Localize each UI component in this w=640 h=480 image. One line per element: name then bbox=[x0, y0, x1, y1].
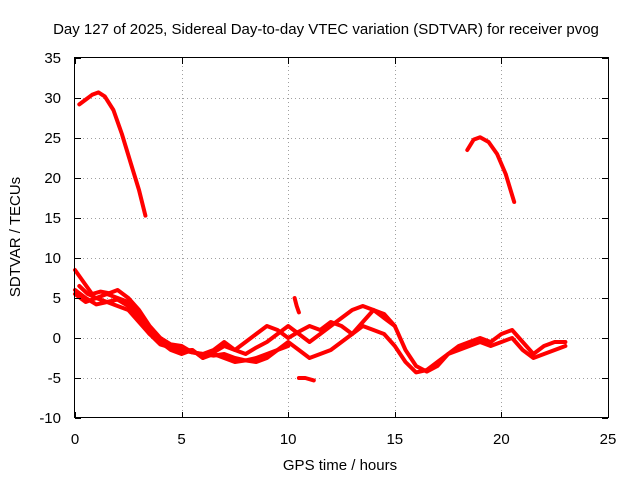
series-fragment-11h bbox=[296, 376, 316, 383]
series-trace-d bbox=[77, 284, 568, 374]
y-tick-label: 10 bbox=[44, 250, 61, 267]
y-tick-label: 5 bbox=[53, 290, 61, 307]
x-tick-label: 0 bbox=[71, 431, 79, 448]
series-arc-early-high bbox=[77, 90, 148, 218]
series-trace-c bbox=[73, 292, 568, 375]
x-tick-label: 15 bbox=[386, 431, 403, 448]
y-tick-label: 35 bbox=[44, 50, 61, 67]
x-tick-label: 20 bbox=[493, 431, 510, 448]
y-tick-label: 0 bbox=[53, 330, 61, 347]
y-tick-label: 20 bbox=[44, 170, 61, 187]
y-axis-label: SDTVAR / TECUs bbox=[7, 177, 24, 297]
series-arc-late-high bbox=[465, 135, 517, 204]
y-tick-label: 30 bbox=[44, 90, 61, 107]
x-tick-label: 25 bbox=[600, 431, 617, 448]
plot-frame bbox=[74, 57, 609, 418]
chart-title: Day 127 of 2025, Sidereal Day-to-day VTE… bbox=[53, 21, 599, 38]
series-fragment-10h bbox=[292, 296, 301, 315]
y-tick-label: -5 bbox=[48, 370, 61, 387]
axis-ticks: 0 5 10 15 20 25 -10 -5 0 5 10 15 20 25 30 35 bbox=[39, 50, 616, 448]
data-series bbox=[73, 90, 568, 383]
y-tick-label: 15 bbox=[44, 210, 61, 227]
y-tick-label: -10 bbox=[39, 410, 61, 427]
x-tick-label: 10 bbox=[280, 431, 297, 448]
x-axis-label: GPS time / hours bbox=[283, 457, 397, 474]
y-tick-label: 25 bbox=[44, 130, 61, 147]
x-tick-label: 5 bbox=[177, 431, 185, 448]
